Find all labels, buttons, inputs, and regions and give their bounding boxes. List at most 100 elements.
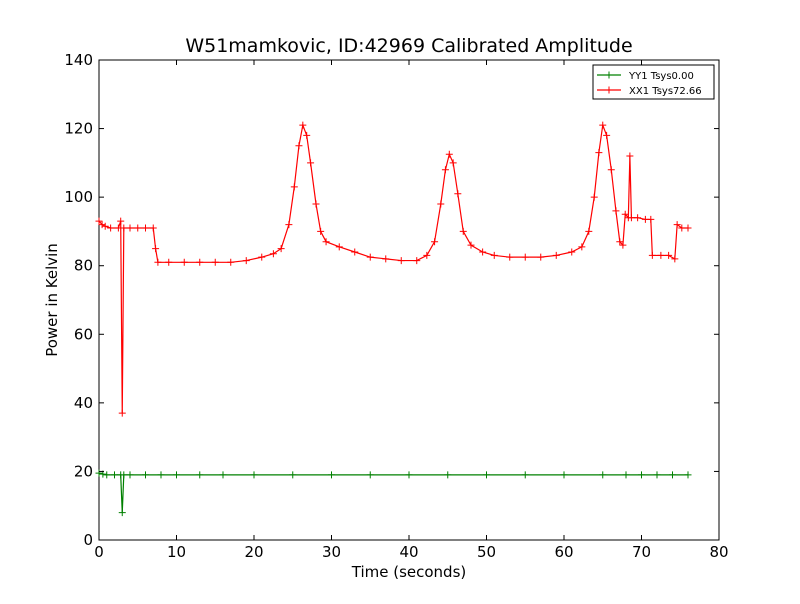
data-point xyxy=(152,245,160,253)
data-point xyxy=(211,258,219,266)
data-point xyxy=(405,471,413,479)
data-point xyxy=(289,471,297,479)
plot-frame xyxy=(98,59,720,541)
data-point xyxy=(134,224,142,232)
chart-title: W51mamkovic, ID:42969 Calibrated Amplitu… xyxy=(185,35,632,57)
data-point xyxy=(258,253,266,261)
data-point xyxy=(521,471,529,479)
data-point xyxy=(312,200,320,208)
data-point xyxy=(165,258,173,266)
data-point xyxy=(647,215,655,223)
x-tick-label: 30 xyxy=(322,543,341,561)
data-point xyxy=(126,224,134,232)
data-point xyxy=(552,251,560,259)
data-point xyxy=(444,471,452,479)
data-point xyxy=(483,471,490,479)
data-point xyxy=(684,224,692,232)
data-point xyxy=(616,238,624,246)
data-point xyxy=(626,152,634,160)
data-point xyxy=(196,258,204,266)
data-point xyxy=(437,200,445,208)
y-tick-label: 20 xyxy=(74,462,93,480)
data-point xyxy=(490,251,498,259)
data-point xyxy=(95,469,103,477)
data-point xyxy=(619,241,627,249)
data-point xyxy=(431,238,439,246)
y-tick-label: 40 xyxy=(74,394,93,412)
data-point xyxy=(607,166,615,174)
data-point xyxy=(219,471,227,479)
data-point xyxy=(95,217,103,225)
legend-marker xyxy=(605,86,613,94)
y-tick-label: 0 xyxy=(83,531,93,549)
data-point xyxy=(118,409,126,417)
data-point xyxy=(322,238,330,246)
data-point xyxy=(627,214,635,222)
y-tick-label: 140 xyxy=(64,51,93,69)
data-point xyxy=(120,471,128,479)
data-point xyxy=(648,251,656,259)
ticks-layer: 0 10 20 30 40 50 60 70 80 0 20 40 60 80 100 120 140 xyxy=(64,51,728,561)
x-axis-label: Time (seconds) xyxy=(351,563,467,581)
x-tick-label: 40 xyxy=(399,543,418,561)
data-point xyxy=(142,224,149,232)
data-point xyxy=(98,221,106,229)
data-point xyxy=(107,224,115,232)
data-point xyxy=(595,149,603,157)
data-point xyxy=(117,217,125,225)
data-point xyxy=(585,227,593,235)
data-point xyxy=(506,253,514,261)
legend-box xyxy=(592,64,715,100)
legend-label: XX1 Tsys72.66 xyxy=(629,86,702,97)
data-point xyxy=(242,257,250,265)
data-point xyxy=(590,193,598,201)
data-point xyxy=(227,258,235,266)
series-layer xyxy=(95,121,692,517)
data-point xyxy=(303,131,311,139)
data-point xyxy=(366,253,374,261)
data-point xyxy=(335,243,343,251)
data-point xyxy=(180,258,188,266)
data-point xyxy=(653,471,661,479)
data-point xyxy=(612,207,620,215)
x-tick-label: 60 xyxy=(554,543,573,561)
data-point xyxy=(366,471,374,479)
data-point xyxy=(173,471,180,479)
data-point xyxy=(671,255,679,263)
data-point xyxy=(250,471,258,479)
y-tick-label: 100 xyxy=(64,188,93,206)
data-point xyxy=(149,224,157,232)
data-point xyxy=(101,222,109,230)
data-point xyxy=(599,471,607,479)
legend-label: YY1 Tsys0.00 xyxy=(628,71,694,82)
data-point xyxy=(413,257,421,265)
data-point xyxy=(467,241,475,249)
data-point xyxy=(269,250,277,258)
legend: YY1 Tsys0.00 XX1 Tsys72.66 xyxy=(592,64,715,100)
series-0 xyxy=(95,469,692,517)
data-point xyxy=(317,227,325,235)
x-tick-label: 20 xyxy=(244,543,263,561)
data-point xyxy=(196,471,204,479)
data-point xyxy=(673,221,681,229)
x-tick-label: 80 xyxy=(709,543,728,561)
data-point xyxy=(459,227,467,235)
data-point xyxy=(537,253,545,261)
data-point xyxy=(120,224,128,232)
data-point xyxy=(295,142,303,150)
data-point xyxy=(126,471,134,479)
data-point xyxy=(521,253,529,261)
data-point xyxy=(684,471,692,479)
data-point xyxy=(445,150,453,158)
data-point xyxy=(568,248,576,256)
y-tick-label: 80 xyxy=(74,257,93,275)
series-1 xyxy=(95,121,692,417)
data-point xyxy=(397,257,405,265)
data-point xyxy=(578,243,586,251)
data-point xyxy=(423,251,431,259)
data-point xyxy=(290,183,298,191)
data-point xyxy=(103,471,111,479)
data-point xyxy=(621,210,629,218)
